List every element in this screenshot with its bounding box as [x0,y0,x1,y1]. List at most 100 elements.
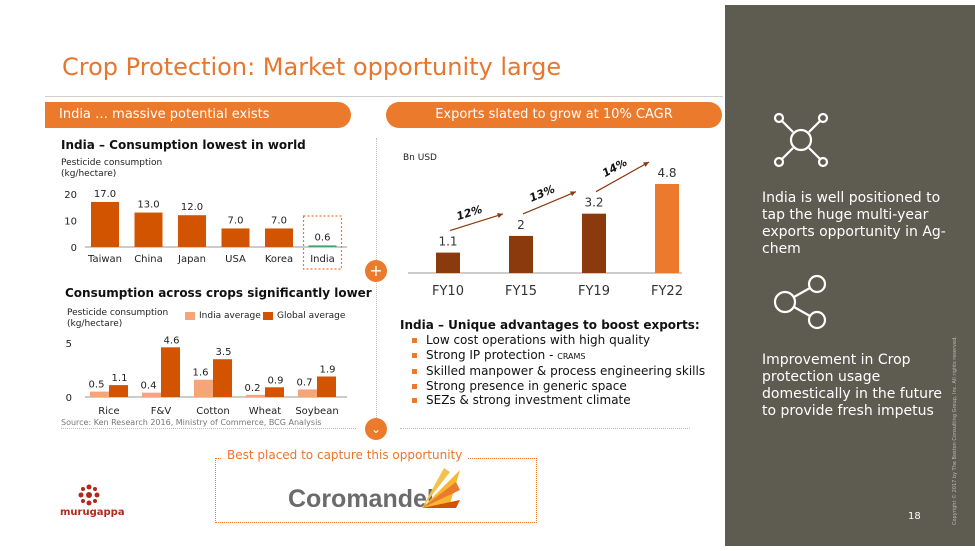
x-tick-label: FY19 [578,284,610,299]
data-label: 7.0 [228,215,244,226]
growth-label: 14% [600,160,629,180]
bar [134,212,163,247]
bar [308,245,337,247]
bar [265,387,284,397]
copyright-note: Copyright © 2017 by The Boston Consultin… [952,336,958,525]
data-label: 0.5 [89,380,105,391]
advantages-heading: India – Unique advantages to boost expor… [400,318,700,332]
chevron-down-icon: ⌄ [365,418,387,440]
murugappa-logo-text: murugappa [60,507,125,518]
page-number: 18 [908,511,921,522]
share-nodes-icon [773,274,827,330]
data-label: 7.0 [271,215,287,226]
x-tick-label: Taiwan [87,254,122,265]
data-label: 0.6 [315,232,331,243]
bar [655,184,679,273]
data-label: 0.2 [245,383,261,394]
bar [194,379,213,397]
x-tick-label: Soybean [295,406,338,417]
bar [317,376,336,397]
chart1-heading: India – Consumption lowest in world [61,138,306,152]
x-tick-label: Wheat [249,406,282,417]
source-note: Source: Ken Research 2016, Ministry of C… [61,418,322,427]
chart2-ylabel: Pesticide consumption (kg/hectare) [67,308,169,329]
bar [246,394,265,397]
x-tick-label: India [310,254,335,265]
data-label: 13.0 [137,200,159,211]
y-tick-label: 5 [66,339,72,350]
coromandel-sun-icon [422,468,460,508]
bar [161,347,180,397]
bottom-caption: Best placed to capture this opportunity [221,448,469,462]
bar [221,228,250,247]
left-section-pill: India … massive potential exists [45,102,351,128]
coromandel-logo-text: Coromandel [288,485,434,513]
advantages-list: Low cost operations with high quality St… [412,333,705,408]
legend-label-india: India average [199,311,261,321]
murugappa-logo-icon [78,484,100,506]
data-label: 1.9 [320,364,336,375]
data-label: 3.5 [216,347,232,358]
x-tick-label: Rice [98,406,119,417]
y-tick-label: 0 [71,243,77,254]
chart2-heading: Consumption across crops significantly l… [65,286,372,300]
growth-label: 12% [455,203,484,223]
growth-arrow [449,213,504,232]
bar [90,391,109,397]
x-tick-label: China [134,254,163,265]
data-label: 1.6 [193,368,209,379]
highlight-box [302,215,343,270]
bar [213,359,232,397]
chart3-unit: Bn USD [403,153,437,163]
x-tick-label: FY15 [505,284,537,299]
data-label: 4.6 [164,335,180,346]
growth-arrowhead [643,162,649,167]
legend-swatch-india [185,312,195,320]
sidebar-text-2: Improvement in Crop protection usage dom… [762,352,943,419]
x-tick-label: Korea [265,254,293,265]
crop-consumption-chart: 0 5 0.5 1.1 Rice 0.4 4.6 F&V 1.6 3.5 Cotton 0.2 0.9 W… [66,335,347,417]
bar [582,213,606,273]
data-label: 0.4 [141,381,157,392]
country-consumption-chart: 0 10 20 17.0 Taiwan 13.0 China 12.0 Japan 7.0 USA 7… [64,189,347,270]
sidebar-panel [725,5,975,546]
bar [109,385,128,397]
legend-swatch-global [263,312,273,320]
bar [509,235,533,273]
x-tick-label: F&V [151,406,172,417]
right-bottom-rule [400,428,690,429]
x-tick-label: USA [225,254,246,265]
y-tick-label: 20 [64,190,77,201]
bar [91,201,119,247]
x-tick-label: FY22 [651,284,683,299]
advantage-item: Strong IP protection - CRAMS [412,348,705,365]
y-tick-label: 10 [64,217,77,228]
data-label: 0.7 [297,377,313,388]
growth-arrowhead [570,191,576,197]
data-label: 2 [517,218,525,232]
x-tick-label: Japan [177,254,206,265]
advantage-item: Skilled manpower & process engineering s… [412,364,705,379]
title-rule [45,96,723,97]
bar [436,252,460,273]
vertical-divider [376,138,377,428]
plus-icon: + [365,260,387,282]
x-tick-label: Cotton [196,406,229,417]
bar [142,392,161,397]
page-title: Crop Protection: Market opportunity larg… [62,53,562,81]
growth-arrow [522,191,577,215]
bar [298,389,317,397]
x-tick-label: FY10 [432,284,464,299]
legend-label-global: Global average [277,311,346,321]
data-label: 1.1 [112,373,128,384]
data-label: 4.8 [657,166,676,180]
y-tick-label: 0 [66,393,72,404]
growth-arrow [595,161,650,193]
data-label: 3.2 [584,196,603,210]
advantage-item: SEZs & strong investment climate [412,393,705,408]
sidebar-text-1: India is well positioned to tap the huge… [762,190,946,257]
network-arrows-icon [773,112,829,168]
bar [178,215,206,247]
data-label: 17.0 [94,189,116,200]
